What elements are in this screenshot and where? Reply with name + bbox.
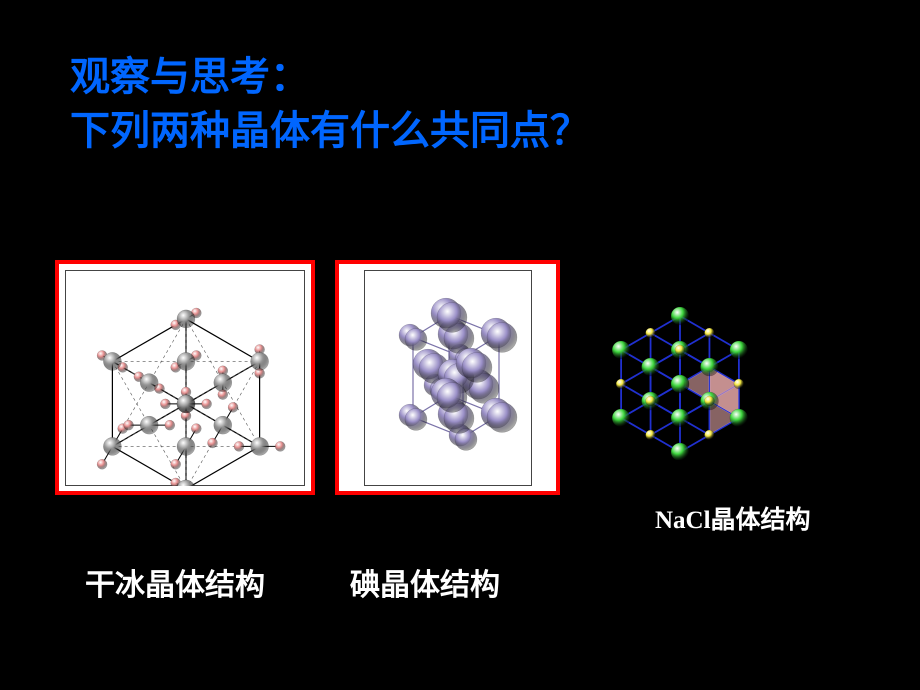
heading-line-1: 观察与思考：	[70, 50, 590, 104]
heading-line-2: 下列两种晶体有什么共同点？	[70, 104, 590, 158]
figure-dryice	[55, 260, 315, 495]
caption-iodine: 碘晶体结构	[350, 560, 500, 604]
iodine-structure-icon	[365, 270, 531, 486]
nacl-structure-icon	[580, 260, 780, 460]
figure-nacl	[580, 260, 780, 460]
caption-nacl: NaCl晶体结构	[655, 500, 811, 536]
caption-dryice: 干冰晶体结构	[85, 560, 265, 604]
figure-iodine	[335, 260, 560, 495]
figure-nacl-box	[580, 260, 780, 460]
dryice-structure-icon	[66, 270, 304, 486]
figure-dryice-border	[55, 260, 315, 495]
figure-iodine-box	[364, 270, 532, 486]
figure-iodine-border	[335, 260, 560, 495]
figure-row	[55, 260, 780, 495]
figure-dryice-box	[65, 270, 305, 486]
slide-heading: 观察与思考： 下列两种晶体有什么共同点？	[70, 50, 590, 158]
